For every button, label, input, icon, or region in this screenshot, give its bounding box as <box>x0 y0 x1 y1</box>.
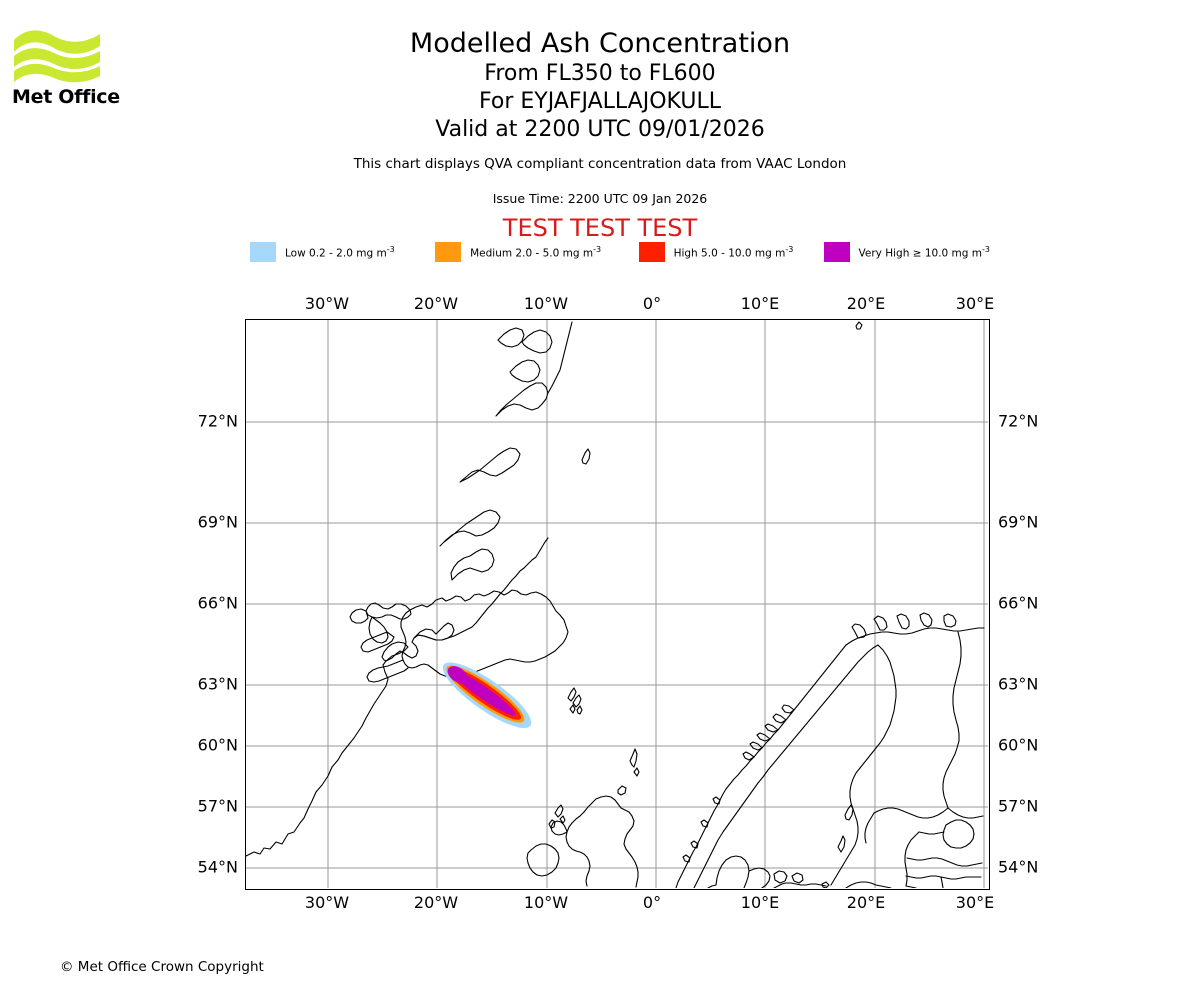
legend-label-high: High 5.0 - 10.0 mg m-3 <box>673 244 794 260</box>
lat-tick-right-57n: 57°N <box>998 796 1039 816</box>
coastlines <box>246 321 985 888</box>
map-graticule <box>246 320 988 888</box>
lat-tick-right-60n: 60°N <box>998 735 1039 755</box>
lon-tick-bottom-10w: 10°W <box>523 893 569 912</box>
lat-tick-right-63n: 63°N <box>998 674 1039 694</box>
lon-tick-top-10w: 10°W <box>523 294 569 313</box>
met-office-logo: Met Office <box>12 26 132 107</box>
ash-concentration-map[interactable] <box>245 319 990 890</box>
concentration-legend: Low 0.2 - 2.0 mg m-3 Medium 2.0 - 5.0 mg… <box>250 241 990 263</box>
ash-plume <box>442 662 532 729</box>
lon-tick-top-20e: 20°E <box>846 294 886 313</box>
lat-tick-left-69n: 69°N <box>197 512 238 532</box>
lon-tick-bottom-10e: 10°E <box>740 893 780 912</box>
lon-tick-top-30w: 30°W <box>304 294 350 313</box>
page-title: Modelled Ash Concentration <box>409 28 791 59</box>
lat-tick-left-72n: 72°N <box>197 411 238 431</box>
legend-item-low: Low 0.2 - 2.0 mg m-3 <box>250 242 395 262</box>
lat-tick-left-66n: 66°N <box>197 593 238 613</box>
met-office-wordmark: Met Office <box>12 86 120 108</box>
plume-source-core <box>447 666 468 684</box>
volcano-name: For EYJAFJALLAJOKULL <box>479 89 721 114</box>
flight-level-range: From FL350 to FL600 <box>484 61 716 86</box>
lat-tick-left-54n: 54°N <box>197 857 238 877</box>
lon-tick-top-10e: 10°E <box>740 294 780 313</box>
legend-label-very-high: Very High ≥ 10.0 mg m-3 <box>858 244 990 260</box>
lat-tick-right-54n: 54°N <box>998 857 1039 877</box>
valid-time: Valid at 2200 UTC 09/01/2026 <box>435 117 765 142</box>
lon-tick-top-0: 0° <box>642 294 662 313</box>
lat-tick-left-57n: 57°N <box>197 796 238 816</box>
lon-tick-top-20w: 20°W <box>413 294 459 313</box>
legend-label-medium: Medium 2.0 - 5.0 mg m-3 <box>470 244 602 260</box>
issue-time-text: Issue Time: 2200 UTC 09 Jan 2026 <box>492 191 708 206</box>
lat-tick-left-63n: 63°N <box>197 674 238 694</box>
test-banner: TEST TEST TEST <box>502 214 698 242</box>
lon-tick-bottom-30e: 30°E <box>955 893 995 912</box>
disclaimer-text: This chart displays QVA compliant concen… <box>353 156 847 172</box>
plume-contour-very-high <box>450 669 516 716</box>
lat-tick-left-60n: 60°N <box>197 735 238 755</box>
lon-tick-bottom-0: 0° <box>642 893 662 912</box>
legend-label-low: Low 0.2 - 2.0 mg m-3 <box>285 244 395 260</box>
legend-item-medium: Medium 2.0 - 5.0 mg m-3 <box>435 242 601 262</box>
legend-item-very-high: Very High ≥ 10.0 mg m-3 <box>823 242 990 262</box>
chart-title-block: Modelled Ash Concentration From FL350 to… <box>0 28 1200 144</box>
lat-tick-right-72n: 72°N <box>998 411 1039 431</box>
copyright-text: © Met Office Crown Copyright <box>60 959 264 975</box>
map-canvas <box>246 320 988 888</box>
legend-swatch-very-high <box>823 242 850 262</box>
lon-tick-bottom-30w: 30°W <box>304 893 350 912</box>
lat-tick-right-66n: 66°N <box>998 593 1039 613</box>
met-office-wave-icon <box>14 30 100 83</box>
lon-tick-bottom-20e: 20°E <box>846 893 886 912</box>
legend-swatch-medium <box>435 242 462 262</box>
lat-tick-right-69n: 69°N <box>998 512 1039 532</box>
legend-swatch-low <box>250 242 276 262</box>
lon-tick-bottom-20w: 20°W <box>413 893 459 912</box>
lon-tick-top-30e: 30°E <box>955 294 995 313</box>
legend-item-high: High 5.0 - 10.0 mg m-3 <box>638 242 794 262</box>
legend-swatch-high <box>638 242 665 262</box>
